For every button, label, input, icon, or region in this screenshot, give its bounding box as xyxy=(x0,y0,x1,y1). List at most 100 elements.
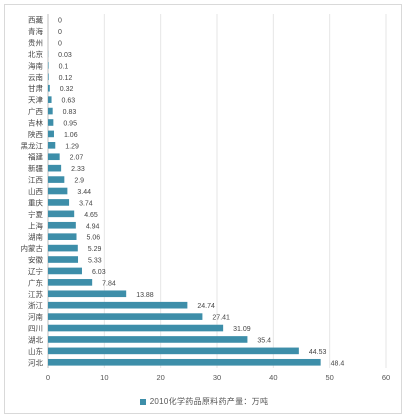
category-label: 福建 xyxy=(28,152,43,162)
data-label: 5.29 xyxy=(88,246,102,253)
legend-label: 2010化学药品原料药产量：万吨 xyxy=(149,397,269,406)
category-label: 广西 xyxy=(28,106,43,116)
category-label: 新疆 xyxy=(28,163,43,173)
data-label: 0.63 xyxy=(62,98,76,105)
category-label: 安徽 xyxy=(28,255,43,265)
data-label: 0 xyxy=(58,29,62,36)
category-label: 西藏 xyxy=(28,15,43,25)
x-tick-label: 50 xyxy=(325,373,333,382)
x-tick-label: 40 xyxy=(269,373,277,382)
bar xyxy=(48,164,62,172)
bar xyxy=(48,73,49,81)
bar xyxy=(48,301,188,309)
category-label: 陕西 xyxy=(28,129,43,139)
category-label: 湖南 xyxy=(28,232,43,242)
category-label: 青海 xyxy=(28,26,43,36)
data-label: 27.41 xyxy=(212,315,230,322)
x-tick-label: 10 xyxy=(100,373,108,382)
bar xyxy=(48,62,49,69)
bar xyxy=(48,324,224,332)
data-label: 5.33 xyxy=(88,258,102,265)
category-label: 北京 xyxy=(28,49,43,59)
category-label: 山东 xyxy=(28,346,43,356)
category-label: 吉林 xyxy=(28,117,43,127)
data-label: 0 xyxy=(58,41,62,48)
data-label: 3.44 xyxy=(77,189,91,196)
category-label: 重庆 xyxy=(28,197,43,207)
category-label: 天津 xyxy=(28,96,43,105)
category-label: 云南 xyxy=(28,72,43,82)
chart-legend: 2010化学药品原料药产量：万吨 xyxy=(0,396,408,407)
data-label: 13.88 xyxy=(136,292,154,299)
data-label: 1.06 xyxy=(64,132,78,139)
data-label: 6.03 xyxy=(92,269,106,276)
category-label: 甘肃 xyxy=(28,83,43,93)
data-label: 35.4 xyxy=(257,337,271,344)
bar xyxy=(48,313,203,320)
data-label: 4.65 xyxy=(84,212,98,219)
data-label: 48.4 xyxy=(331,360,345,367)
legend-swatch xyxy=(139,398,146,405)
data-label: 0.03 xyxy=(58,52,72,59)
data-label: 2.33 xyxy=(71,166,85,173)
bar xyxy=(48,336,248,343)
x-tick-label: 20 xyxy=(156,373,164,382)
bar xyxy=(48,107,53,115)
bar xyxy=(48,84,50,92)
category-label: 浙江 xyxy=(28,300,43,310)
data-label: 0.95 xyxy=(63,120,77,127)
bar xyxy=(48,233,77,240)
category-label: 广东 xyxy=(28,277,43,287)
data-label: 1.29 xyxy=(65,143,79,150)
data-label: 0.32 xyxy=(60,86,74,93)
category-label: 四川 xyxy=(28,324,43,333)
bar xyxy=(48,244,78,252)
category-label: 辽宁 xyxy=(28,266,43,276)
data-label: 0.1 xyxy=(59,63,69,70)
data-label: 44.53 xyxy=(309,349,327,356)
bar xyxy=(48,267,82,275)
bar xyxy=(48,187,68,195)
bar xyxy=(48,176,65,183)
bar xyxy=(48,279,93,286)
category-label: 海南 xyxy=(28,60,43,70)
bar xyxy=(48,142,56,149)
data-label: 31.09 xyxy=(233,326,251,333)
category-label: 河北 xyxy=(28,358,43,367)
category-label: 湖北 xyxy=(28,335,43,344)
bar xyxy=(48,96,52,103)
bar xyxy=(48,153,60,161)
data-label: 0 xyxy=(58,18,62,25)
x-tick-label: 30 xyxy=(213,373,221,382)
x-tick-label: 60 xyxy=(382,373,390,382)
data-label: 7.84 xyxy=(102,280,116,287)
category-label: 贵州 xyxy=(28,38,43,48)
data-label: 0.83 xyxy=(63,109,77,116)
data-label: 0.12 xyxy=(59,75,73,82)
x-tick-label: 0 xyxy=(46,373,50,382)
category-label: 河南 xyxy=(28,312,43,322)
data-label: 2.07 xyxy=(70,155,84,162)
category-label: 江西 xyxy=(28,176,43,185)
data-label: 5.06 xyxy=(87,235,101,242)
bar xyxy=(48,119,54,126)
category-label: 内蒙古 xyxy=(21,243,44,253)
bar xyxy=(48,210,75,218)
category-label: 宁夏 xyxy=(28,209,43,219)
chart-frame xyxy=(4,4,402,414)
data-label: 24.74 xyxy=(197,303,215,310)
bar xyxy=(48,199,70,206)
data-label: 3.74 xyxy=(79,200,93,207)
category-label: 江苏 xyxy=(28,289,43,299)
data-label: 2.9 xyxy=(74,178,84,185)
bar xyxy=(48,130,54,138)
category-label: 黑龙江 xyxy=(21,140,44,150)
data-label: 4.94 xyxy=(86,223,100,230)
category-label: 上海 xyxy=(28,220,43,230)
bar xyxy=(48,290,127,298)
bar xyxy=(48,256,79,263)
category-label: 山西 xyxy=(28,186,43,196)
bar xyxy=(48,221,76,229)
bar xyxy=(48,358,321,366)
